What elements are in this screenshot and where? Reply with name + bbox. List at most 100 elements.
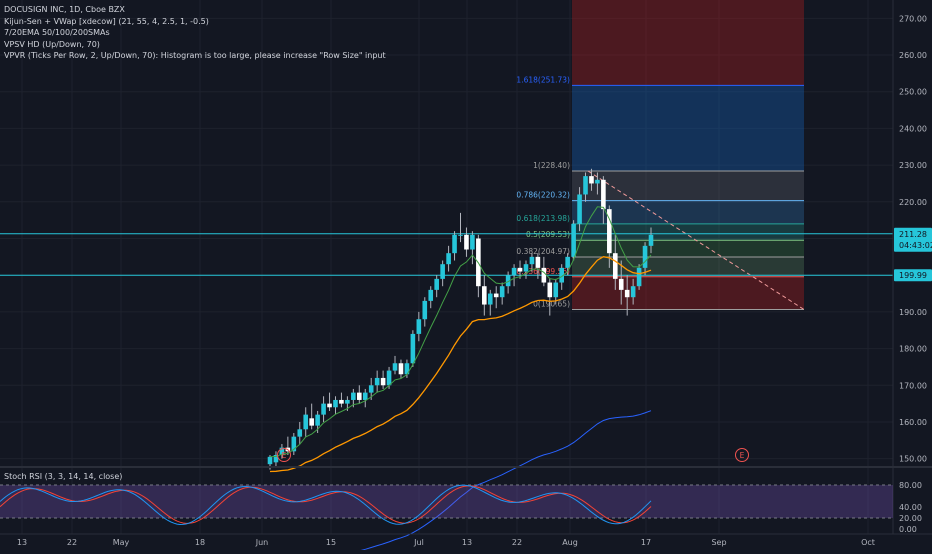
rsi-axis-label: 40.00 [899,503,922,512]
candle-body [440,264,445,279]
candle-body [404,363,410,375]
candle-body [416,319,422,334]
legend-symbol[interactable]: DOCUSIGN INC, 1D, Cboe BZX [4,5,125,14]
stoch-rsi-k-line [0,484,652,526]
ema-7-line [269,206,652,458]
vwap-line [344,410,652,554]
candle-body [428,289,434,301]
candle-body [642,245,648,268]
stoch-rsi-legend[interactable]: Stoch RSI (3, 3, 14, 14, close) [4,472,123,481]
legend-vpsv[interactable]: VPSV HD (Up/Down, 70) [4,39,100,49]
candle-body [571,223,576,257]
legend-ema[interactable]: 7/20EMA 50/100/200SMAs [4,28,110,37]
candle-body [630,286,636,298]
fib-zone-0786 [572,170,804,201]
price-axis-label: 230.00 [899,161,927,170]
candle-body [565,256,570,268]
candle-body [422,300,428,320]
candle-body [636,267,642,287]
candle-body [547,282,553,298]
candle-body [279,447,285,455]
candle-body [392,363,398,371]
candle-body [499,286,505,298]
legend-vpvr[interactable]: VPVR (Ticks Per Row, 2, Up/Down, 70): Hi… [4,51,386,60]
candle-body [434,278,439,290]
indicator-legend: DOCUSIGN INC, 1D, Cboe BZX Kijun-Sen + V… [4,4,386,62]
price-axis-label: 190.00 [899,308,927,317]
price-axis-label: 160.00 [899,418,927,427]
candle-body [327,403,332,408]
candle-body [529,256,535,265]
countdown-label: 04:43:02 [899,241,932,250]
candle-body [577,194,582,224]
fib-level-label: 1.618(251.73) [516,75,570,84]
candle-body [446,253,451,265]
price-axis-label: 240.00 [899,124,927,133]
candle-body [601,179,606,210]
time-axis-label: 18 [195,538,205,547]
fib-level-label: 0.5(209.53) [526,230,570,239]
candle-body [618,278,624,290]
candle-body [309,418,314,426]
rsi-axis-label: 20.00 [899,514,922,523]
fib-level-label: 0.786(220.32) [516,191,570,200]
current-price-badge [894,227,932,252]
candle-body [464,234,469,250]
time-axis-label: 15 [326,538,336,547]
candle-body [583,176,588,195]
candle-body [482,286,487,305]
candle-body [351,392,356,400]
candle-body [458,234,463,236]
fib-zone-target [572,85,804,171]
fib-level-label: 0.382(204.97) [516,247,570,256]
fib-zone-0236 [572,256,804,277]
candle-body [339,399,344,404]
kijun-line [269,256,652,473]
level-price-badge [894,269,932,282]
time-axis-label: 22 [67,538,77,547]
candle-body [398,363,404,375]
candle-body [452,234,457,254]
candle-body [517,267,523,272]
fib-zone-0 [572,276,804,310]
candle-body [303,414,309,430]
time-axis-label: Jun [255,538,269,547]
price-axis-label: 180.00 [899,345,927,354]
candle-body [297,429,303,437]
candle-body [559,267,565,283]
fib-level-label: 0.618(213.98) [516,214,570,223]
time-axis-label: Sep [711,538,726,547]
candle-body [648,234,654,246]
time-axis-label: 22 [512,538,522,547]
candle-body [523,264,529,272]
fib-zone-0382 [572,240,804,257]
price-axis-label: 260.00 [899,51,927,60]
candle-body [267,456,273,465]
fib-level-label: 1(228.40) [533,161,570,170]
fib-zone-05 [572,223,804,241]
time-axis-label: Aug [562,538,578,547]
candle-body [291,436,297,452]
current-price-label: 211.28 [899,230,927,239]
candle-body [315,414,320,426]
fib-zone-extension [572,0,804,86]
price-axis-label: 220.00 [899,198,927,207]
candle-body [624,289,630,298]
time-axis-label: Oct [861,538,875,547]
earnings-marker-label: E [740,451,745,460]
time-axis-label: Jul [413,538,424,547]
candle-body [612,253,618,279]
candle-body [386,370,392,386]
candle-body [356,392,362,400]
candle-body [493,293,499,298]
price-axis-label: 250.00 [899,88,927,97]
candle-body [535,256,541,268]
earnings-marker [735,448,749,462]
rsi-axis-label: 80.00 [899,481,922,490]
legend-kijun[interactable]: Kijun-Sen + VWap [xdecow] (21, 55, 4, 2.… [4,16,209,26]
price-axis-label: 170.00 [899,381,927,390]
candle-body [321,403,326,415]
candle-body [595,179,600,184]
